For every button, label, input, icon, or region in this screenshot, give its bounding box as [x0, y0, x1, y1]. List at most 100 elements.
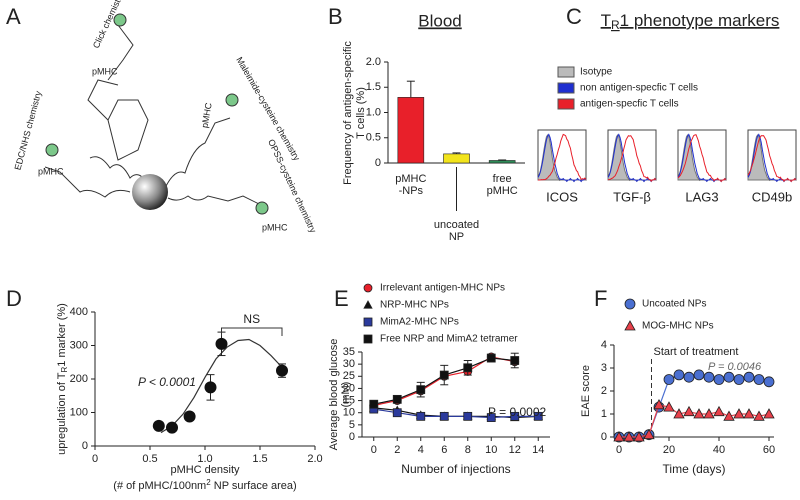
- marker: [633, 431, 645, 442]
- label-part: R: [60, 366, 69, 372]
- y-tick-label: 400: [70, 306, 88, 318]
- y-tick-label: 15: [343, 394, 355, 406]
- pmhc-icon: [45, 143, 59, 157]
- point: [276, 364, 288, 377]
- histogram-specific: [538, 133, 587, 181]
- linker: [89, 156, 151, 189]
- marker: [369, 399, 379, 409]
- marker: [653, 398, 665, 410]
- y-axis-label: EAE score: [580, 365, 592, 417]
- linker: [107, 24, 134, 81]
- flow-title: TR1 phenotype markers: [601, 11, 780, 32]
- y-tick-label: 0: [601, 431, 607, 443]
- x-axis-label: (# of pMHC/100nm2 NP surface area): [113, 478, 296, 492]
- marker-label: TGF-β: [613, 189, 651, 204]
- annotation: P = 0.0046: [708, 361, 762, 373]
- bracket: [221, 327, 283, 336]
- x-tick-label: 1.5: [252, 453, 267, 465]
- histogram-non-specific: [607, 133, 657, 183]
- x-axis-label: Time (days): [663, 462, 726, 476]
- panel-label: E: [334, 286, 349, 311]
- y-tick-label: 25: [343, 370, 355, 382]
- point: [215, 337, 228, 350]
- legend-marker: [363, 300, 373, 309]
- annotation: Start of treatment: [654, 346, 739, 358]
- legend-label: MimA2-MHC NPs: [380, 317, 459, 328]
- y-tick-label: 20: [343, 382, 355, 394]
- y-tick-label: 5: [349, 419, 355, 431]
- histogram-isotype: [607, 134, 658, 183]
- legend-marker: [624, 298, 636, 310]
- marker: [763, 408, 775, 419]
- x-axis-label: pMHC density: [170, 464, 240, 476]
- point: [204, 381, 217, 394]
- diagram-label: pMHC: [199, 101, 213, 128]
- linker: [164, 117, 231, 189]
- x-tick-label: -NPs: [399, 185, 424, 197]
- marker: [416, 411, 426, 421]
- annotation: P = 0.0002: [488, 405, 546, 419]
- series-line: [619, 404, 770, 438]
- diagram-label: pMHC: [38, 166, 64, 176]
- title-sub: R: [611, 18, 620, 32]
- legend-swatch: [557, 82, 575, 94]
- marker: [723, 410, 735, 421]
- histogram-specific: [607, 135, 657, 183]
- marker: [693, 408, 705, 419]
- x-tick-label: 60: [763, 444, 775, 456]
- title-part: 1 phenotype markers: [620, 11, 780, 30]
- x-tick-label: 0.5: [142, 453, 157, 465]
- marker: [439, 411, 449, 421]
- ring: [87, 79, 149, 161]
- marker: [763, 376, 775, 388]
- marker: [713, 374, 725, 385]
- y-tick-label: 0: [375, 157, 381, 169]
- y-tick-label: 3: [601, 362, 607, 374]
- marker: [753, 410, 765, 421]
- x-tick-label: 2: [394, 444, 400, 456]
- pmhc-icon: [255, 201, 269, 215]
- x-tick-label: 4: [418, 444, 424, 456]
- y-tick-label: 2: [601, 385, 607, 397]
- point: [152, 419, 165, 432]
- panel-label: F: [594, 286, 607, 311]
- y-axis-label: (mM): [340, 382, 352, 408]
- x-tick-label: pMHC: [487, 185, 518, 197]
- legend-label: non antigen-specfic T cells: [580, 83, 698, 94]
- histogram-specific: [677, 134, 727, 183]
- series-line: [619, 374, 770, 438]
- diagram-label: pMHC: [262, 222, 288, 232]
- x-tick-label: 0: [371, 444, 377, 456]
- marker: [486, 353, 496, 363]
- legend-marker: [363, 283, 373, 293]
- marker: [613, 431, 625, 442]
- legend-label: Uncoated NPs: [642, 299, 706, 310]
- y-tick-label: 300: [70, 339, 88, 351]
- x-axis-label: Number of injections: [401, 462, 510, 476]
- diagram: [44, 13, 269, 215]
- pmhc-icon: [113, 13, 127, 27]
- marker: [753, 374, 765, 385]
- linker: [167, 195, 264, 207]
- y-tick-label: 1: [601, 408, 607, 420]
- y-tick-label: 1.5: [366, 81, 381, 93]
- marker: [392, 408, 402, 418]
- y-tick-label: 0: [82, 440, 88, 452]
- y-tick-label: 4: [601, 339, 607, 351]
- y-tick-label: 200: [70, 373, 88, 385]
- marker: [743, 408, 755, 419]
- marker: [713, 405, 725, 417]
- panel-label: C: [566, 4, 582, 29]
- marker: [663, 374, 675, 385]
- marker: [683, 371, 695, 383]
- marker: [683, 405, 695, 417]
- chart-title: Blood: [418, 11, 461, 30]
- bar: [488, 160, 516, 164]
- x-tick-label: 2.0: [307, 453, 322, 465]
- marker: [463, 411, 473, 421]
- label-part: 1 marker (%): [56, 303, 68, 367]
- marker: [533, 411, 543, 421]
- x-tick-label: NP: [449, 231, 464, 243]
- x-tick-label: 6: [441, 444, 447, 456]
